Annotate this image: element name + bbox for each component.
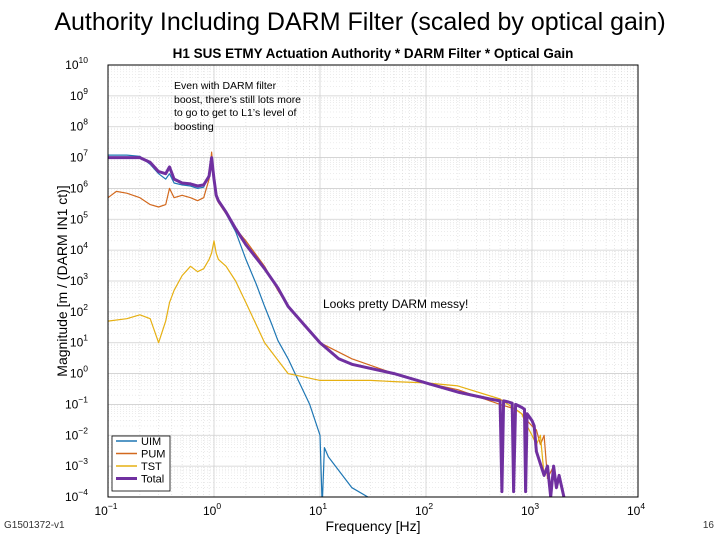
x-tick-label: 100 [203, 501, 221, 518]
y-tick-label: 1010 [65, 55, 88, 72]
series-line-total [108, 156, 566, 497]
document-id: G1501372-v1 [4, 520, 65, 531]
y-tick-label: 10−4 [65, 487, 88, 504]
slide-title: Authority Including DARM Filter (scaled … [54, 8, 666, 36]
y-tick-label: 102 [70, 302, 88, 319]
series-lines [108, 151, 566, 497]
y-tick-label: 104 [70, 240, 88, 257]
series-line-tst [108, 240, 549, 476]
legend-box [111, 435, 171, 492]
y-tick-label: 103 [70, 271, 88, 288]
y-tick-label: 108 [70, 117, 88, 134]
x-tick-label: 10−1 [94, 501, 117, 518]
y-tick-label: 10−1 [65, 394, 88, 411]
legend-label-uim: UIM [141, 436, 161, 448]
page-number: 16 [702, 520, 714, 531]
x-tick-label: 104 [627, 501, 645, 518]
y-tick-label: 109 [70, 86, 88, 103]
legend-label-tst: TST [141, 461, 162, 473]
x-axis-label: Frequency [Hz] [326, 518, 421, 534]
y-tick-label: 10−2 [65, 425, 88, 442]
grid [107, 65, 638, 498]
legend-label-total: Total [141, 474, 164, 486]
x-tick-label: 103 [521, 501, 539, 518]
y-tick-label: 100 [70, 364, 88, 381]
y-tick-label: 106 [70, 178, 88, 195]
chart-title: H1 SUS ETMY Actuation Authority * DARM F… [173, 46, 574, 61]
x-tick-label: 101 [309, 501, 327, 518]
messy-annotation: Looks pretty DARM messy! [322, 297, 470, 311]
y-tick-label: 10−3 [65, 456, 88, 473]
y-tick-label: 105 [70, 209, 88, 226]
plot-frame [107, 64, 639, 498]
y-tick-label: 101 [70, 333, 88, 350]
x-tick-label: 102 [415, 501, 433, 518]
legend-label-pum: PUM [141, 449, 165, 461]
y-axis-label: Magnitude [m / (DARM IN1 ct)] [54, 185, 70, 376]
tick-labels: 10−4 10−3 10−2 10−1 100 101 102 103 104 105 106 107… [65, 55, 645, 518]
boost-annotation: Even with DARM filter boost, there’s sti… [174, 80, 302, 133]
y-tick-label: 107 [70, 148, 88, 165]
